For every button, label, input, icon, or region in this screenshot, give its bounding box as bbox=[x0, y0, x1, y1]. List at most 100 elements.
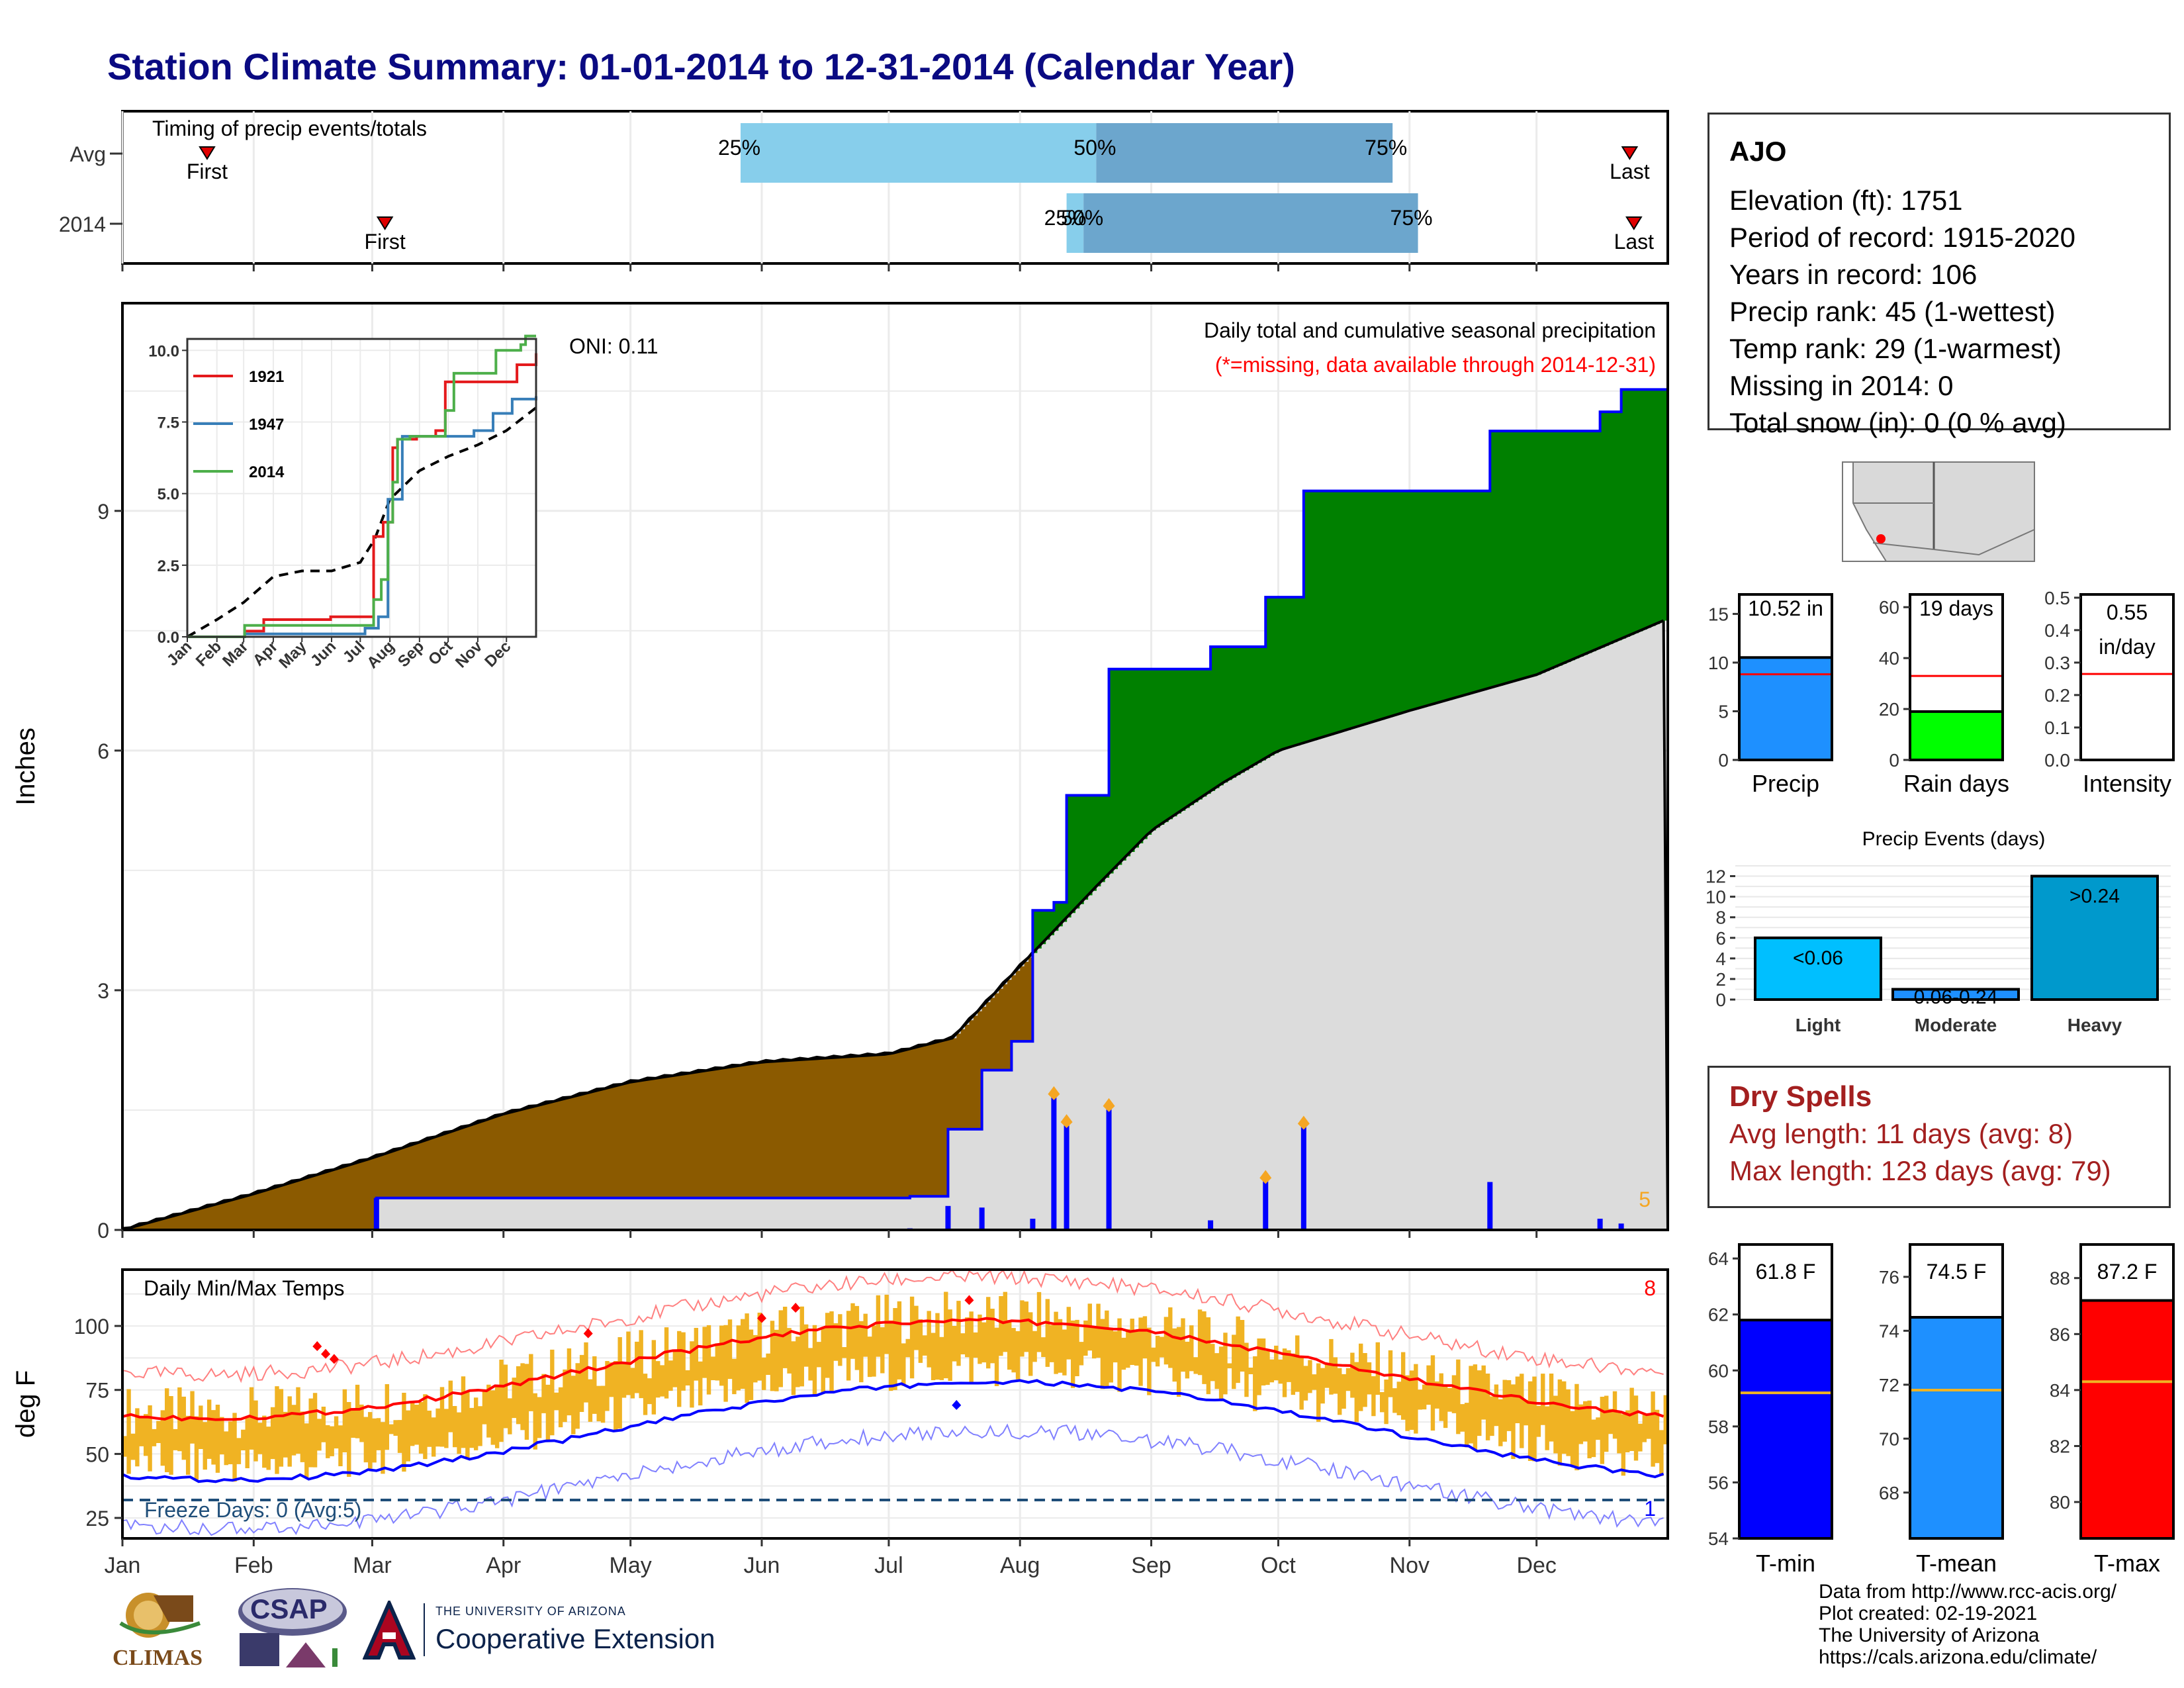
events-category-label: Light bbox=[1796, 1015, 1841, 1035]
map-coast bbox=[1842, 461, 1888, 562]
timing-bar-q50-75 bbox=[1096, 123, 1393, 183]
event-marker bbox=[1259, 1170, 1272, 1184]
temp-count-top: 8 bbox=[1644, 1276, 1656, 1300]
precip-header: Daily total and cumulative seasonal prec… bbox=[1204, 318, 1656, 342]
inset-bg bbox=[187, 339, 536, 637]
record-high-marker bbox=[321, 1348, 331, 1359]
ua-logo: THE UNIVERSITY OF ARIZONA Cooperative Ex… bbox=[362, 1598, 733, 1667]
event-marker bbox=[1060, 1114, 1073, 1129]
temp-stat-ytick-label: 88 bbox=[2050, 1268, 2070, 1289]
inset-ytick-label: 0.0 bbox=[158, 629, 179, 647]
events-ytick-label: 12 bbox=[1706, 867, 1726, 887]
stat-ytick-label: 0.0 bbox=[2044, 750, 2070, 771]
timing-q50-label: 50% bbox=[1061, 206, 1103, 230]
daily-precip-bar bbox=[1300, 1123, 1306, 1230]
month-label: Sep bbox=[1131, 1553, 1171, 1578]
temp-stat-frame bbox=[1909, 1243, 2004, 1540]
timing-marker bbox=[199, 146, 216, 160]
temp-ytick-label: 50 bbox=[85, 1442, 109, 1466]
record-high-marker bbox=[329, 1354, 339, 1364]
month-label: Jul bbox=[874, 1553, 903, 1578]
timing-q50-label: 50% bbox=[1073, 136, 1116, 160]
inset-avg-line bbox=[186, 406, 537, 638]
timing-bar-q25-50 bbox=[1066, 193, 1084, 253]
deficit-area bbox=[126, 957, 1034, 1230]
timing-q75-label: 75% bbox=[1390, 206, 1433, 230]
daily-precip-bar bbox=[1208, 1220, 1214, 1230]
ua-a-icon bbox=[362, 1598, 416, 1660]
daily-precip-bar bbox=[1263, 1178, 1269, 1230]
daily-precip-bar bbox=[1051, 1094, 1057, 1230]
stat-bar-outline bbox=[1738, 656, 1833, 762]
timing-q75-label: 75% bbox=[1365, 136, 1407, 160]
timing-marker-label: Last bbox=[1610, 160, 1650, 183]
month-label: Jun bbox=[744, 1553, 780, 1578]
csap-logo-text: CSAP bbox=[250, 1593, 328, 1624]
timing-marker bbox=[376, 216, 394, 230]
month-label: Jan bbox=[105, 1553, 141, 1578]
month-label: Nov bbox=[1390, 1553, 1430, 1578]
temp-stat-category-label: T-min bbox=[1756, 1550, 1815, 1577]
freeze-label: Freeze Days: 0 (Avg:5) bbox=[144, 1498, 361, 1522]
avg-min-line bbox=[122, 1379, 1664, 1483]
events-ytick-label: 6 bbox=[1715, 928, 1726, 949]
stat-ytick-label: 5 bbox=[1718, 701, 1729, 722]
stat-ytick-label: 40 bbox=[1879, 648, 1899, 669]
temp-frame bbox=[121, 1268, 1669, 1540]
event-marker bbox=[1048, 1086, 1060, 1100]
station-location-marker bbox=[1876, 534, 1886, 543]
dry-spells-max: Max length: 123 days (avg: 79) bbox=[1729, 1155, 2111, 1186]
climas-logo-text: CLIMAS bbox=[113, 1646, 203, 1670]
stat-ytick-label: 0.5 bbox=[2044, 588, 2070, 608]
station-name: AJO bbox=[1729, 136, 1787, 167]
temp-stat-ytick-label: 80 bbox=[2050, 1492, 2070, 1513]
month-label: Feb bbox=[234, 1553, 273, 1578]
temp-stat-ytick-label: 58 bbox=[1708, 1417, 1729, 1437]
events-bar-label: 0.06-0.24 bbox=[1914, 986, 1998, 1008]
daily-precip-bar bbox=[979, 1207, 985, 1230]
stat-category-label: Precip bbox=[1752, 770, 1819, 797]
temp-stat-frame bbox=[2079, 1243, 2175, 1540]
footer-line: The University of Arizona bbox=[1819, 1624, 2040, 1646]
precip-ytick-label: 0 bbox=[97, 1219, 109, 1243]
daily-precip-bar bbox=[1487, 1182, 1493, 1230]
daily-precip-bar bbox=[1618, 1223, 1624, 1230]
temp-stat-ytick-label: 72 bbox=[1879, 1375, 1899, 1395]
events-category-label: Heavy bbox=[2068, 1015, 2122, 1035]
station-line: Temp rank: 29 (1-warmest) bbox=[1729, 333, 2062, 364]
inset-year-line bbox=[187, 353, 537, 638]
month-label: May bbox=[610, 1553, 652, 1578]
station-line: Total snow (in): 0 (0 % avg) bbox=[1729, 407, 2066, 438]
stat-category-label: Intensity bbox=[2083, 770, 2171, 797]
timing-marker-label: First bbox=[365, 230, 406, 254]
temp-ytick-label: 100 bbox=[74, 1315, 109, 1338]
temp-stat-category-label: T-mean bbox=[1916, 1550, 1997, 1577]
stat-ytick-label: 20 bbox=[1879, 699, 1899, 720]
record-low-line bbox=[122, 1423, 1664, 1536]
station-line: Missing in 2014: 0 bbox=[1729, 370, 1954, 401]
inset-legend-label: 1947 bbox=[249, 416, 284, 434]
temp-stat-bar bbox=[2079, 1299, 2175, 1540]
stat-ytick-label: 0 bbox=[1718, 750, 1729, 771]
temp-stat-ytick-label: 60 bbox=[1708, 1360, 1729, 1381]
precip-frame bbox=[121, 302, 1669, 1231]
precip-header-missing: (*=missing, data available through 2014-… bbox=[1215, 353, 1656, 377]
timing-q25-label: 25% bbox=[718, 136, 760, 160]
daily-precip-bar bbox=[1106, 1105, 1112, 1230]
inset-ytick-label: 5.0 bbox=[158, 486, 179, 504]
events-bar-label: >0.24 bbox=[2070, 886, 2120, 908]
temp-stat-frame bbox=[1738, 1243, 1833, 1540]
dry-spells-avg: Avg length: 11 days (avg: 8) bbox=[1729, 1118, 2073, 1149]
temp-title: Daily Min/Max Temps bbox=[144, 1276, 344, 1300]
stat-bar bbox=[1739, 657, 1832, 760]
stat-ytick-label: 0.2 bbox=[2044, 685, 2070, 706]
csap-logo: CSAP bbox=[233, 1585, 352, 1678]
inset-frame bbox=[186, 338, 537, 638]
event-marker bbox=[1103, 1098, 1115, 1112]
temp-stat-ytick-label: 64 bbox=[1708, 1248, 1729, 1269]
timing-row-label: 2014 bbox=[59, 212, 106, 236]
timing-marker bbox=[1621, 146, 1639, 160]
